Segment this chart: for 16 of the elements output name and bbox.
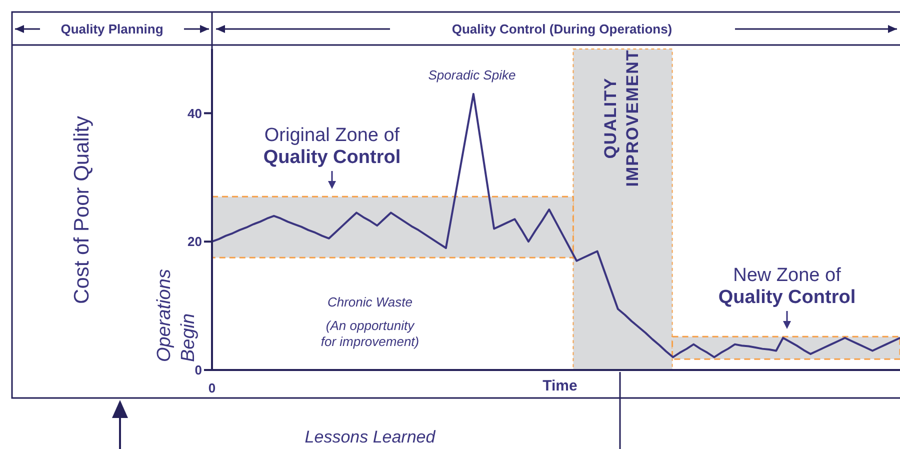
annotation: Chronic Waste bbox=[327, 294, 413, 310]
text: 0 bbox=[208, 380, 216, 396]
y-axis-title: Cost of Poor Quality bbox=[70, 116, 94, 304]
annotation: New Zone of Quality Control bbox=[718, 265, 856, 308]
y-tick-label: 40 bbox=[188, 106, 202, 121]
text: Lessons Learned bbox=[304, 428, 436, 446]
annotation: QUALITY IMPROVEMENT bbox=[601, 49, 642, 187]
y-tick-label: 20 bbox=[188, 234, 202, 250]
annotation: Sporadic Spike bbox=[428, 68, 516, 82]
text: Operations Begin bbox=[154, 268, 199, 362]
x-axis-title: Time bbox=[542, 378, 578, 394]
y-tick-label: 0 bbox=[194, 362, 202, 378]
annotation: Original Zone of Quality Control bbox=[263, 125, 401, 168]
text: Quality Planning bbox=[60, 22, 164, 36]
annotation: (An opportunity for improvement) bbox=[320, 318, 420, 349]
text: Quality Control (During Operations) bbox=[452, 22, 672, 36]
